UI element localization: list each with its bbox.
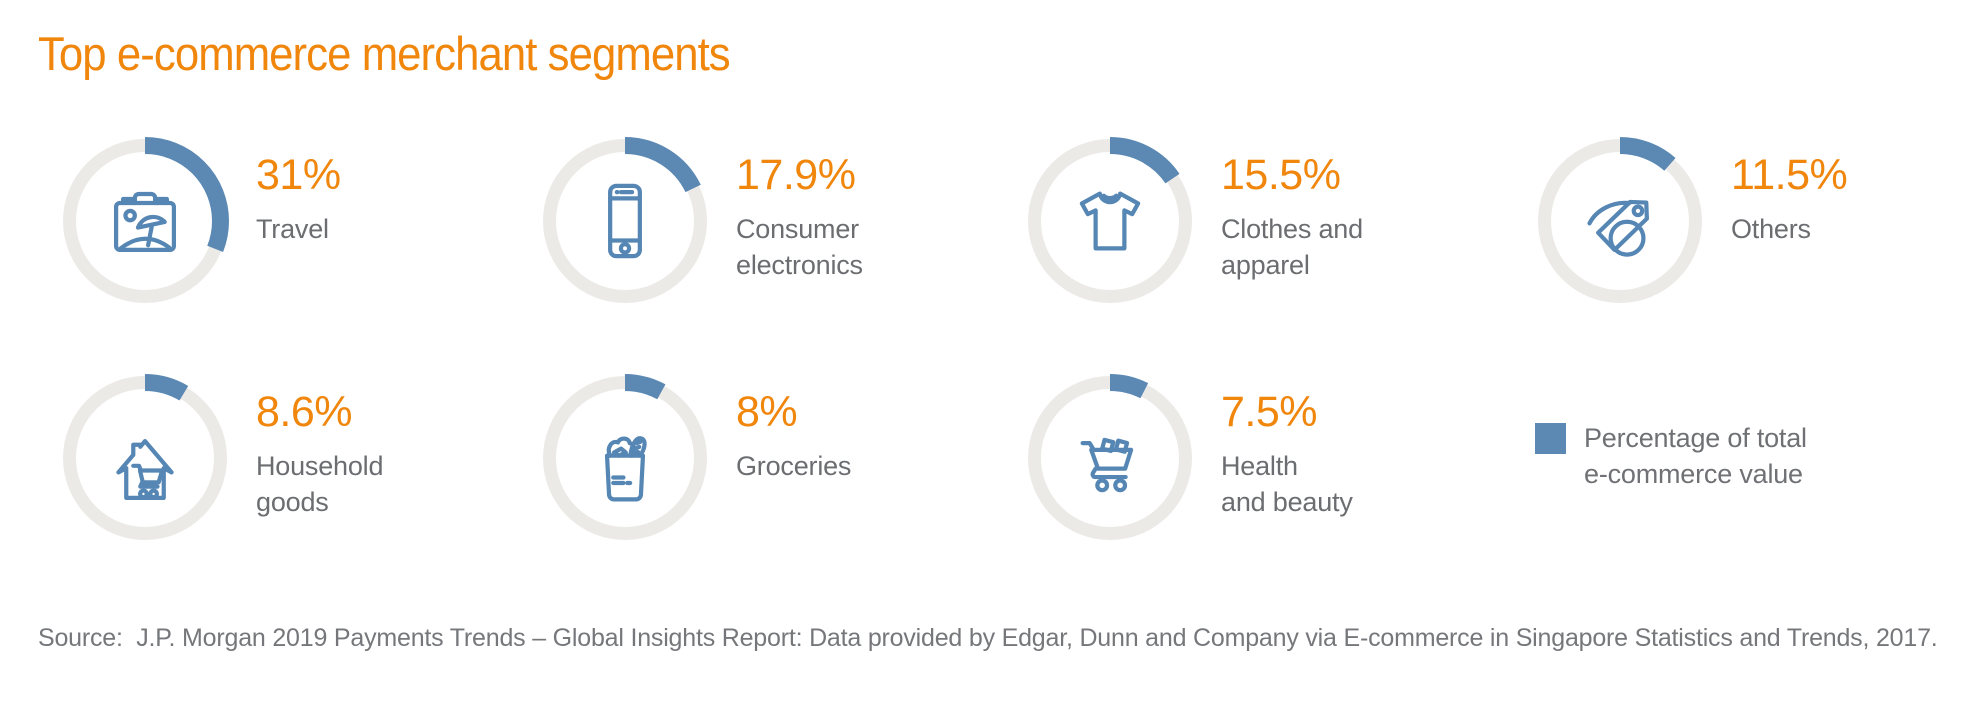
legend: Percentage of total e-commerce value (1535, 423, 1915, 493)
segment-card-household-goods: 8.6% Household goods (60, 373, 540, 543)
percent-value: 11.5% (1731, 151, 1848, 199)
smartphone-icon (608, 183, 642, 259)
legend-label: Percentage of total e-commerce value (1584, 423, 1807, 490)
legend-cell: Percentage of total e-commerce value (1535, 373, 1915, 543)
donut-arc (61, 137, 229, 305)
donut-ring (1026, 374, 1194, 542)
percent-value: 31% (256, 151, 341, 199)
segment-label: Consumer electronics (736, 214, 863, 280)
tshirt-icon (1079, 191, 1141, 251)
donut-gauge (540, 373, 710, 543)
segment-label: Household goods (256, 451, 384, 517)
segment-card-groceries: 8% Groceries (540, 373, 1025, 543)
segment-label: Health and beauty (1221, 451, 1353, 517)
percent-value: 15.5% (1221, 151, 1341, 199)
grocery-bag-icon (604, 436, 647, 502)
donut-ring (61, 374, 229, 542)
donut-ring (541, 137, 709, 305)
segment-text: 15.5% Clothes and apparel (1221, 136, 1363, 284)
segment-card-others: 11.5% Others (1535, 136, 1915, 306)
segment-text: 11.5% Others (1731, 136, 1848, 248)
donut-ring (1026, 137, 1194, 305)
percent-value: 8.6% (256, 388, 353, 436)
segment-card-travel: 31% Travel (60, 136, 540, 306)
segment-card-health-beauty: 7.5% Health and beauty (1025, 373, 1535, 543)
segment-text: 31% Travel (256, 136, 341, 248)
segments-row-1: 31% Travel (60, 136, 1915, 306)
source-text: Source: J.P. Morgan 2019 Payments Trends… (38, 624, 1938, 652)
percent-value: 8% (736, 388, 798, 436)
donut-gauge (540, 136, 710, 306)
segment-text: 17.9% Consumer electronics (736, 136, 863, 284)
donut-gauge (60, 373, 230, 543)
donut-arc (541, 374, 709, 542)
segment-card-consumer-electronics: 17.9% Consumer electronics (540, 136, 1025, 306)
price-tag-icon (1587, 199, 1649, 257)
segment-text: 7.5% Health and beauty (1221, 373, 1353, 521)
donut-gauge (1535, 136, 1705, 306)
suitcase-travel-icon (113, 191, 177, 253)
page-title: Top e-commerce merchant segments (38, 27, 731, 80)
donut-gauge (60, 136, 230, 306)
donut-ring (61, 137, 229, 305)
percent-value: 7.5% (1221, 388, 1318, 436)
donut-arc (1536, 137, 1704, 305)
donut-arc (541, 137, 709, 305)
donut-arc (1026, 374, 1194, 542)
segment-label: Travel (256, 214, 329, 244)
legend-swatch (1535, 423, 1566, 454)
donut-gauge (1025, 373, 1195, 543)
percent-value: 17.9% (736, 151, 856, 199)
shopping-cart-icon (1080, 437, 1134, 493)
segment-text: 8% Groceries (736, 373, 851, 485)
donut-ring (541, 374, 709, 542)
house-cart-icon (116, 439, 174, 500)
segment-text: 8.6% Household goods (256, 373, 383, 521)
segment-label: Others (1731, 214, 1811, 244)
segment-label: Clothes and apparel (1221, 214, 1363, 280)
donut-arc (1026, 137, 1194, 305)
donut-ring (1536, 137, 1704, 305)
donut-gauge (1025, 136, 1195, 306)
segments-row-2: 8.6% Household goods (60, 373, 1915, 543)
donut-arc (61, 374, 229, 542)
segment-label: Groceries (736, 451, 852, 481)
segment-card-clothes-apparel: 15.5% Clothes and apparel (1025, 136, 1535, 306)
